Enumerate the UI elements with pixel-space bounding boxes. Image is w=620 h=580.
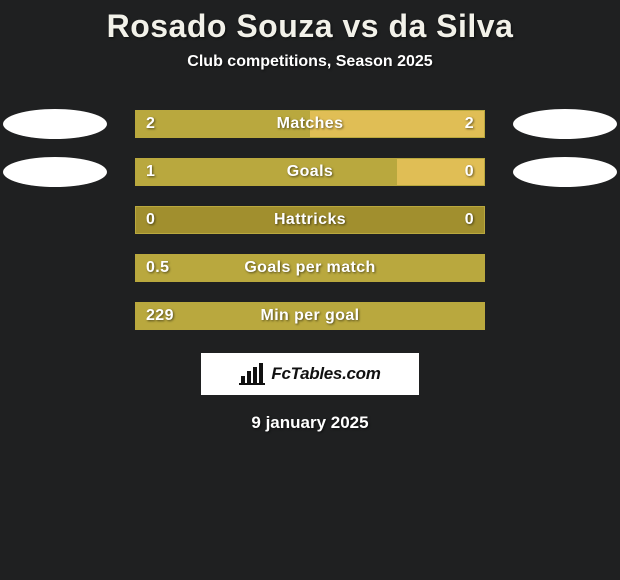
stat-left-value: 2: [146, 115, 155, 133]
stat-left-value: 0.5: [146, 259, 169, 277]
stat-bar: 229 Min per goal: [135, 302, 485, 330]
stat-label: Min per goal: [260, 307, 359, 325]
bar-left-fill: [136, 159, 397, 185]
stat-row: 0.5 Goals per match: [0, 253, 620, 283]
stat-row: 0 Hattricks 0: [0, 205, 620, 235]
stat-label: Hattricks: [274, 211, 346, 229]
stat-bar: 1 Goals 0: [135, 158, 485, 186]
brand-text: FcTables.com: [271, 364, 380, 384]
bars-icon: [239, 363, 265, 385]
date-text: 9 january 2025: [0, 413, 620, 433]
stat-label: Goals: [287, 163, 333, 181]
stat-label: Matches: [277, 115, 344, 133]
comparison-card: Rosado Souza vs da Silva Club competitio…: [0, 0, 620, 433]
stat-left-value: 1: [146, 163, 155, 181]
player-right-ellipse: [513, 157, 617, 187]
player-left-ellipse: [3, 157, 107, 187]
stat-bar: 2 Matches 2: [135, 110, 485, 138]
player-left-ellipse: [3, 109, 107, 139]
brand-badge[interactable]: FcTables.com: [201, 353, 419, 395]
page-subtitle: Club competitions, Season 2025: [0, 53, 620, 71]
stat-right-value: 2: [465, 115, 474, 133]
stat-right-value: 0: [465, 163, 474, 181]
player-right-ellipse: [513, 109, 617, 139]
stat-label: Goals per match: [244, 259, 375, 277]
stat-row: 229 Min per goal: [0, 301, 620, 331]
stat-bar: 0 Hattricks 0: [135, 206, 485, 234]
stat-left-value: 229: [146, 307, 174, 325]
page-title: Rosado Souza vs da Silva: [0, 8, 620, 45]
stat-row: 1 Goals 0: [0, 157, 620, 187]
stat-row: 2 Matches 2: [0, 109, 620, 139]
stat-right-value: 0: [465, 211, 474, 229]
stat-left-value: 0: [146, 211, 155, 229]
stat-rows: 2 Matches 2 1 Goals 0 0 Hattricks 0 0.5 Goals per …: [0, 109, 620, 331]
stat-bar: 0.5 Goals per match: [135, 254, 485, 282]
